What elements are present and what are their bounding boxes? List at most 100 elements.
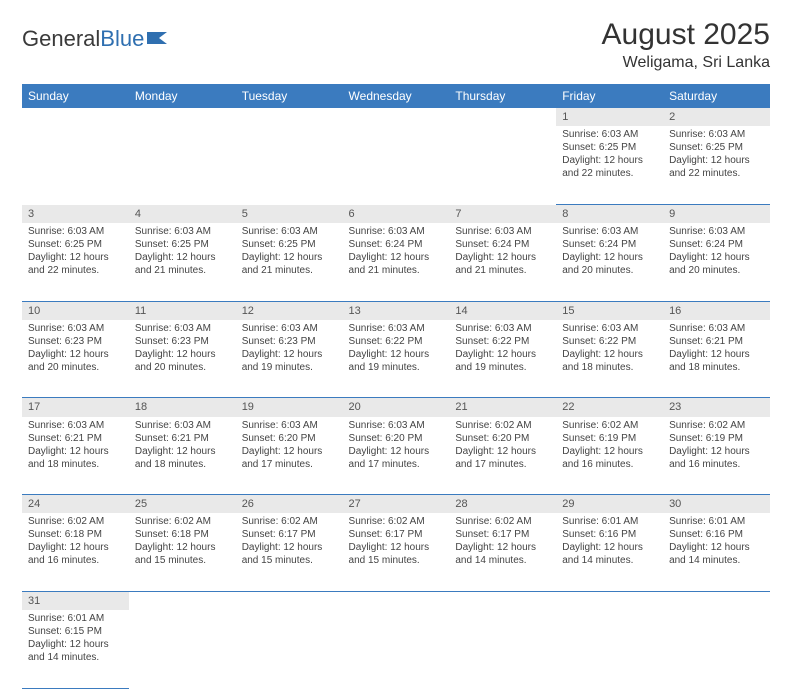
day-line: Daylight: 12 hours: [28, 541, 123, 554]
day-details: [22, 126, 129, 204]
day-line: Sunrise: 6:03 AM: [669, 322, 764, 335]
day-number: 15: [556, 301, 663, 320]
day-line: and 20 minutes.: [135, 361, 230, 374]
title-block: August 2025 Weligama, Sri Lanka: [602, 18, 770, 72]
day-details: Sunrise: 6:03 AMSunset: 6:22 PMDaylight:…: [556, 320, 663, 398]
day-number: 2: [663, 108, 770, 126]
day-line: and 16 minutes.: [28, 554, 123, 567]
day-line: and 18 minutes.: [562, 361, 657, 374]
day-details: Sunrise: 6:03 AMSunset: 6:21 PMDaylight:…: [663, 320, 770, 398]
day-line: Sunrise: 6:02 AM: [242, 515, 337, 528]
day-details: Sunrise: 6:02 AMSunset: 6:20 PMDaylight:…: [449, 417, 556, 495]
day-number: 16: [663, 301, 770, 320]
day-number: [129, 591, 236, 610]
weekday-header-row: Sunday Monday Tuesday Wednesday Thursday…: [22, 84, 770, 108]
day-line: Daylight: 12 hours: [455, 445, 550, 458]
day-line: Sunrise: 6:03 AM: [135, 225, 230, 238]
day-line: Daylight: 12 hours: [135, 445, 230, 458]
calendar-table: Sunday Monday Tuesday Wednesday Thursday…: [22, 84, 770, 689]
day-line: and 15 minutes.: [242, 554, 337, 567]
day-number: 31: [22, 591, 129, 610]
day-number: 28: [449, 495, 556, 514]
day-line: and 20 minutes.: [28, 361, 123, 374]
daynum-row: 17181920212223: [22, 398, 770, 417]
day-details: Sunrise: 6:01 AMSunset: 6:15 PMDaylight:…: [22, 610, 129, 688]
day-line: Sunset: 6:24 PM: [562, 238, 657, 251]
day-number: 22: [556, 398, 663, 417]
day-line: Sunrise: 6:03 AM: [669, 128, 764, 141]
day-line: Daylight: 12 hours: [28, 638, 123, 651]
day-number: 27: [343, 495, 450, 514]
day-line: Sunrise: 6:01 AM: [669, 515, 764, 528]
day-line: Sunset: 6:16 PM: [562, 528, 657, 541]
day-details: [129, 610, 236, 688]
day-details: [236, 610, 343, 688]
day-line: Sunset: 6:20 PM: [349, 432, 444, 445]
day-details: Sunrise: 6:03 AMSunset: 6:20 PMDaylight:…: [343, 417, 450, 495]
day-line: Sunrise: 6:03 AM: [242, 322, 337, 335]
day-line: and 18 minutes.: [135, 458, 230, 471]
day-number: 25: [129, 495, 236, 514]
day-line: Sunrise: 6:03 AM: [28, 225, 123, 238]
day-line: and 18 minutes.: [669, 361, 764, 374]
day-details: Sunrise: 6:02 AMSunset: 6:19 PMDaylight:…: [663, 417, 770, 495]
day-line: Sunrise: 6:03 AM: [135, 419, 230, 432]
day-line: Sunset: 6:24 PM: [349, 238, 444, 251]
day-details: Sunrise: 6:03 AMSunset: 6:25 PMDaylight:…: [22, 223, 129, 301]
day-line: Sunset: 6:22 PM: [455, 335, 550, 348]
day-line: and 17 minutes.: [349, 458, 444, 471]
details-row: Sunrise: 6:03 AM Sunset: 6:21 PM Daylight:…: [22, 417, 770, 495]
day-line: Sunset: 6:22 PM: [349, 335, 444, 348]
day-line: Sunset: 6:23 PM: [135, 335, 230, 348]
day-details: Sunrise: 6:03 AMSunset: 6:24 PMDaylight:…: [663, 223, 770, 301]
day-line: Sunrise: 6:03 AM: [349, 225, 444, 238]
day-line: and 19 minutes.: [242, 361, 337, 374]
day-line: Daylight: 12 hours: [669, 348, 764, 361]
day-line: Daylight: 12 hours: [242, 348, 337, 361]
day-line: and 22 minutes.: [562, 167, 657, 180]
day-details: Sunrise: 6:02 AMSunset: 6:18 PMDaylight:…: [129, 513, 236, 591]
day-line: Daylight: 12 hours: [455, 541, 550, 554]
day-line: Sunset: 6:25 PM: [669, 141, 764, 154]
weekday-header: Friday: [556, 84, 663, 108]
day-line: Sunrise: 6:02 AM: [562, 419, 657, 432]
day-line: Sunrise: 6:03 AM: [135, 322, 230, 335]
day-line: Sunrise: 6:03 AM: [242, 225, 337, 238]
day-line: Daylight: 12 hours: [242, 541, 337, 554]
day-line: Sunrise: 6:03 AM: [349, 419, 444, 432]
day-line: Sunrise: 6:01 AM: [28, 612, 123, 625]
day-number: [129, 108, 236, 126]
day-details: Sunrise: 6:03 AMSunset: 6:24 PMDaylight:…: [556, 223, 663, 301]
day-line: and 21 minutes.: [242, 264, 337, 277]
day-number: 21: [449, 398, 556, 417]
day-line: Sunset: 6:18 PM: [135, 528, 230, 541]
day-number: 8: [556, 204, 663, 223]
day-line: Sunrise: 6:02 AM: [349, 515, 444, 528]
day-line: Sunset: 6:25 PM: [242, 238, 337, 251]
day-line: and 18 minutes.: [28, 458, 123, 471]
day-number: [663, 591, 770, 610]
day-details: [449, 610, 556, 688]
day-details: [129, 126, 236, 204]
flag-icon: [147, 26, 169, 52]
day-details: Sunrise: 6:03 AMSunset: 6:25 PMDaylight:…: [663, 126, 770, 204]
day-number: 11: [129, 301, 236, 320]
day-line: and 22 minutes.: [28, 264, 123, 277]
day-details: Sunrise: 6:02 AMSunset: 6:17 PMDaylight:…: [449, 513, 556, 591]
day-number: [449, 108, 556, 126]
day-number: 9: [663, 204, 770, 223]
day-line: Daylight: 12 hours: [562, 154, 657, 167]
day-line: and 22 minutes.: [669, 167, 764, 180]
day-line: Daylight: 12 hours: [562, 445, 657, 458]
weekday-header: Sunday: [22, 84, 129, 108]
day-line: Daylight: 12 hours: [135, 251, 230, 264]
day-line: Sunset: 6:21 PM: [28, 432, 123, 445]
day-details: Sunrise: 6:01 AMSunset: 6:16 PMDaylight:…: [556, 513, 663, 591]
day-line: Daylight: 12 hours: [349, 541, 444, 554]
day-line: Sunrise: 6:03 AM: [349, 322, 444, 335]
day-line: Sunrise: 6:03 AM: [28, 322, 123, 335]
day-number: 5: [236, 204, 343, 223]
day-details: [556, 610, 663, 688]
day-line: and 21 minutes.: [349, 264, 444, 277]
day-line: Sunset: 6:24 PM: [455, 238, 550, 251]
